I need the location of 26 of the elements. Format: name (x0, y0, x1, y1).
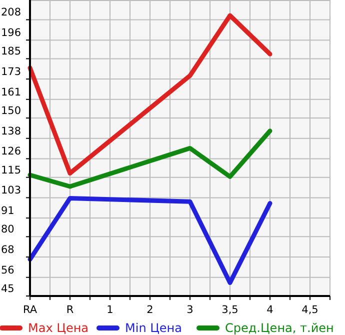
y-tick-label: 80 (1, 224, 14, 236)
y-tick-label: 173 (1, 66, 22, 78)
x-tick-label: R (66, 304, 74, 316)
y-tick-label: 208 (1, 6, 22, 19)
y-tick-label: 150 (1, 105, 22, 118)
y-tick-label: 68 (1, 244, 14, 256)
y-tick-label: 103 (1, 184, 22, 197)
y-tick-label: 161 (1, 86, 22, 98)
y-tick-label: 45 (1, 283, 14, 295)
y-tick-label: 126 (1, 146, 22, 158)
x-tick-label: 3,5 (222, 304, 238, 316)
y-tick-label: 115 (1, 164, 22, 176)
y-tick-label: 196 (1, 27, 22, 40)
legend-label: Max Цена (28, 321, 89, 335)
y-tick-label: 56 (1, 264, 15, 276)
x-tick-label: RA (22, 304, 38, 316)
x-tick-label: 3 (186, 304, 194, 316)
y-tick-label: 185 (1, 46, 22, 58)
y-tick-label: 138 (1, 125, 22, 138)
x-tick-label: 1 (106, 304, 114, 316)
legend-label: Сред.Цена, т.йен (225, 321, 334, 335)
legend-label: Min Цена (125, 321, 182, 335)
x-tick-label: 4 (266, 304, 274, 316)
x-tick-label: 4,5 (302, 304, 318, 316)
y-tick-label: 91 (1, 205, 14, 218)
x-tick-label: 2 (146, 304, 154, 316)
